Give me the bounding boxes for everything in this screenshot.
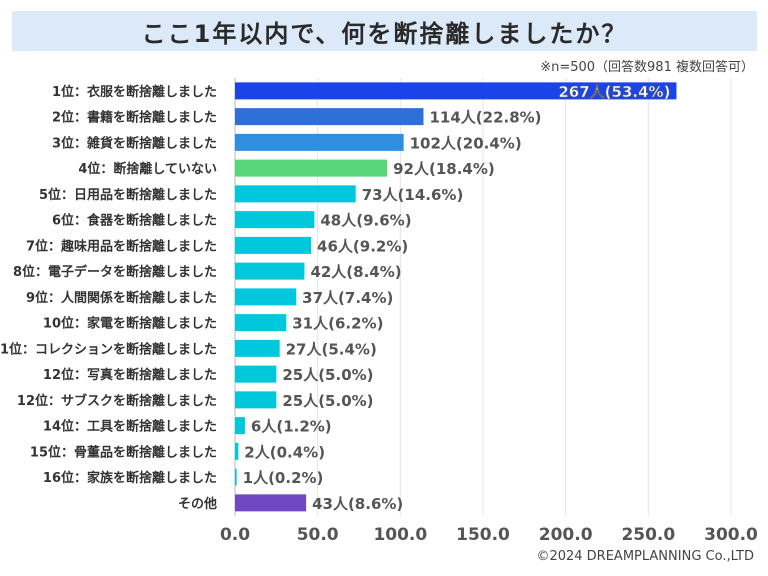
bar [235,236,312,254]
category-label: 9位：人間関係を断捨離しました [26,290,217,306]
bar [235,159,388,177]
bar [235,314,287,332]
category-label: 1位：衣服を断捨離しました [52,84,217,100]
bar [235,185,356,203]
bar [235,417,245,435]
category-label: 12位：サブスクを断捨離しました [17,393,217,409]
sample-note: ※n=500（回答数981 複数回答可） [540,60,754,75]
bar [235,391,277,409]
x-tick-label: 50.0 [297,525,339,545]
data-label: 31人(6.2%) [292,315,383,333]
category-label: 15位：骨董品を断捨離しました [30,444,217,460]
data-label: 46人(9.2%) [317,237,408,255]
copyright: ©2024 DREAMPLANNING Co.,LTD [536,549,754,564]
category-label: 7位：趣味用品を断捨離しました [26,238,217,254]
bar [235,494,307,512]
chart-title: ここ1年以内で、何を断捨離しましたか？ [141,19,628,48]
bar [235,288,297,306]
data-label: 43人(8.6%) [312,495,403,513]
title-band: ここ1年以内で、何を断捨離しましたか？ [12,11,757,51]
data-label: 25人(5.0%) [282,366,373,384]
data-label: 6人(1.2%) [251,418,332,436]
category-label: 12位：写真を断捨離しました [43,367,217,383]
category-label: 6位：食器を断捨離しました [52,213,217,229]
x-tick-label: 250.0 [621,525,675,545]
data-label: 37人(7.4%) [302,289,393,307]
bar [235,339,280,357]
data-label: 73人(14.6%) [362,186,464,204]
category-label: 2位：書籍を断捨離しました [52,110,217,126]
data-label: 102人(20.4%) [410,134,522,152]
data-label: 27人(5.4%) [286,340,377,358]
data-label: 267人(53.4%) [558,83,670,101]
category-label: 11位：コレクションを断捨離しました [0,341,217,357]
data-label: 48人(9.6%) [320,212,411,230]
category-label: 16位：家族を断捨離しました [43,470,217,486]
category-label: 4位：断捨離していない [78,161,217,177]
bar [235,262,305,280]
bar [235,365,277,383]
data-label: 1人(0.2%) [243,469,324,487]
bar [235,108,424,126]
data-label: 114人(22.8%) [429,109,541,127]
category-label: 10位：家電を断捨離しました [43,316,217,332]
category-label: 5位：日用品を断捨離しました [39,187,217,203]
x-tick-label: 200.0 [539,525,593,545]
x-tick-label: 100.0 [373,525,427,545]
data-label: 42人(8.4%) [310,263,401,281]
x-tick-label: 150.0 [456,525,510,545]
category-label: 3位：雑貨を断捨離しました [52,135,217,151]
bar [235,442,239,460]
x-tick-label: 300.0 [704,525,758,545]
data-label: 25人(5.0%) [282,392,373,410]
bar [235,211,315,229]
bar [235,82,677,100]
bar [235,468,237,486]
bar [235,133,404,151]
x-tick-label: 0.0 [220,525,250,545]
category-label: 14位：工具を断捨離しました [43,419,217,435]
category-label: 8位：電子データを断捨離しました [13,264,217,280]
category-label: その他 [178,496,217,512]
data-label: 92人(18.4%) [393,160,495,178]
data-label: 2人(0.4%) [244,443,325,461]
